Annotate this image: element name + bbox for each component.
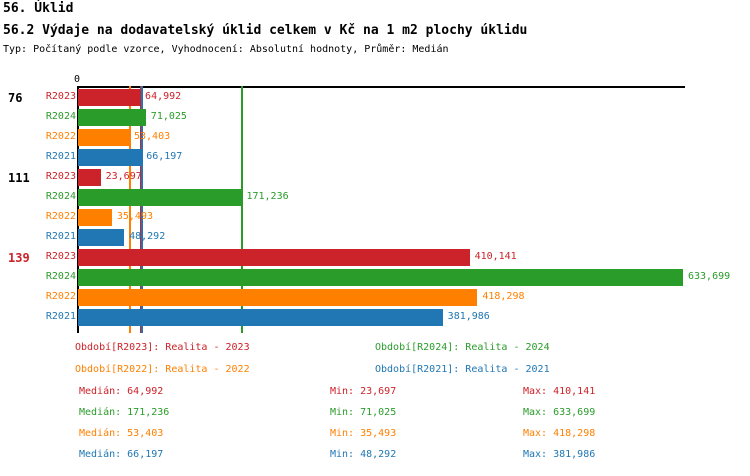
bar-r2023[interactable] [78, 169, 101, 186]
bar-row-key-label: R2024 [45, 111, 76, 122]
bar-row: R2021 381,986 [0, 308, 750, 328]
stat-min-r2024: Min: 71,025 [330, 407, 397, 418]
page-title: 56. Úklid [3, 1, 74, 16]
group-label: 76 [8, 91, 23, 105]
bar-r2023[interactable] [78, 89, 141, 106]
legend-item-r2022[interactable]: Období[R2022]: Realita - 2022 [75, 364, 250, 375]
bar-r2024[interactable] [78, 269, 683, 286]
bar-row-key-label: R2021 [45, 231, 76, 242]
axis-zero-label: 0 [74, 74, 81, 85]
median-reference-line-r2022 [128, 86, 131, 333]
bar-row: R2023 23,697 [0, 168, 750, 188]
bar-r2022[interactable] [78, 289, 478, 306]
stat-median-r2024: Medián: 171,236 [79, 407, 170, 418]
bar-value-label: 23,697 [105, 171, 142, 182]
legend-item-r2021[interactable]: Období[R2021]: Realita - 2021 [375, 364, 550, 375]
category-axis-line [78, 86, 685, 88]
stat-median-r2022: Medián: 53,403 [79, 428, 164, 439]
chart-subtitle: 56.2 Výdaje na dodavatelský úklid celkem… [3, 23, 528, 38]
median-reference-line-r2024 [241, 86, 244, 333]
stat-max-r2022: Max: 418,298 [523, 428, 596, 439]
chart-meta-line: Typ: Počítaný podle vzorce, Vyhodnocení:… [3, 44, 449, 55]
bar-value-label: 71,025 [150, 111, 187, 122]
bar-r2021[interactable] [78, 309, 443, 326]
group-label: 111 [8, 171, 30, 185]
bar-row-key-label: R2022 [45, 131, 76, 142]
bar-row-key-label: R2023 [45, 251, 76, 262]
legend-item-r2023[interactable]: Období[R2023]: Realita - 2023 [75, 342, 250, 353]
chart-legend: Období[R2023]: Realita - 2023 Období[R202… [0, 338, 750, 380]
bar-value-label: 48,292 [129, 231, 166, 242]
bar-value-label: 171,236 [246, 191, 289, 202]
bar-value-label: 418,298 [482, 291, 525, 302]
bar-row-key-label: R2024 [45, 271, 76, 282]
bar-r2022[interactable] [78, 209, 112, 226]
stat-min-r2023: Min: 23,697 [330, 386, 397, 397]
bar-row-key-label: R2023 [45, 91, 76, 102]
stat-max-r2024: Max: 633,699 [523, 407, 596, 418]
bar-r2021[interactable] [78, 149, 142, 166]
bar-row: R2022 53,403 [0, 128, 750, 148]
bar-row-key-label: R2024 [45, 191, 76, 202]
bar-row: R2023 64,992 [0, 88, 750, 108]
bar-row-key-label: R2021 [45, 311, 76, 322]
stat-max-r2021: Max: 381,986 [523, 449, 596, 460]
bar-value-label: 35,493 [116, 211, 153, 222]
bar-row: R2024 633,699 [0, 268, 750, 288]
bar-row: R2022 35,493 [0, 208, 750, 228]
bar-row-key-label: R2022 [45, 291, 76, 302]
bar-r2023[interactable] [78, 249, 470, 266]
stat-median-r2021: Medián: 66,197 [79, 449, 164, 460]
median-reference-line-r2023 [140, 86, 143, 333]
chart-plot-area: 0 76 R2023 64,992 R2024 71,025 R2022 53,403 R20… [0, 74, 750, 333]
stat-max-r2023: Max: 410,141 [523, 386, 596, 397]
stat-min-r2021: Min: 48,292 [330, 449, 397, 460]
bar-row-key-label: R2021 [45, 151, 76, 162]
bar-row-key-label: R2023 [45, 171, 76, 182]
chart-statistics: Medián: 64,992 Min: 23,697 Max: 410,141 Med… [0, 386, 750, 476]
bar-r2024[interactable] [78, 189, 242, 206]
bar-value-label: 633,699 [688, 271, 731, 282]
group-label: 139 [8, 251, 30, 265]
bar-row: R2024 71,025 [0, 108, 750, 128]
bar-value-label: 66,197 [146, 151, 183, 162]
bar-row: R2022 418,298 [0, 288, 750, 308]
bar-r2022[interactable] [78, 129, 129, 146]
bar-r2024[interactable] [78, 109, 146, 126]
legend-item-r2024[interactable]: Období[R2024]: Realita - 2024 [375, 342, 550, 353]
stat-median-r2023: Medián: 64,992 [79, 386, 164, 397]
bar-row-key-label: R2022 [45, 211, 76, 222]
median-reference-line-r2021 [141, 86, 144, 333]
bar-row: R2021 66,197 [0, 148, 750, 168]
bar-value-label: 53,403 [133, 131, 171, 142]
bar-row: R2021 48,292 [0, 228, 750, 248]
bar-r2021[interactable] [78, 229, 125, 246]
bar-value-label: 64,992 [145, 91, 182, 102]
stat-min-r2022: Min: 35,493 [330, 428, 397, 439]
bar-value-label: 381,986 [447, 311, 490, 322]
bar-value-label: 410,141 [474, 251, 517, 262]
bar-row: R2024 171,236 [0, 188, 750, 208]
bar-row: R2023 410,141 [0, 248, 750, 268]
